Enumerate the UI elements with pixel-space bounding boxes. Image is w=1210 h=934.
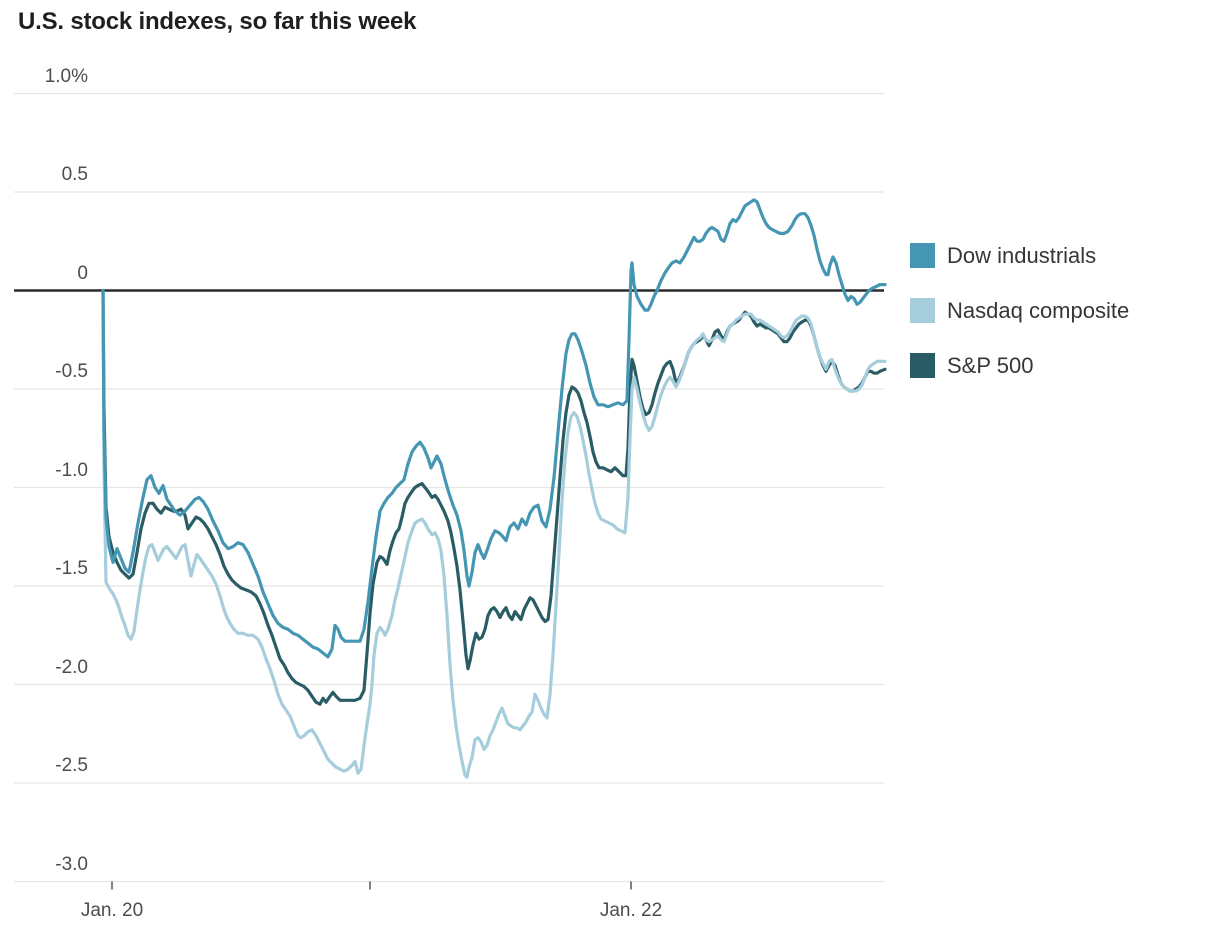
- chart-title: U.S. stock indexes, so far this week: [18, 8, 417, 35]
- y-axis-label: -0.5: [55, 361, 88, 382]
- legend-item-sp500: S&P 500: [910, 353, 1129, 378]
- legend-item-dow: Dow industrials: [910, 243, 1129, 268]
- y-axis-label: -2.5: [55, 755, 88, 776]
- y-axis-label: -1.5: [55, 558, 88, 579]
- series-line-s-p-500: [101, 288, 887, 706]
- legend-label-nasdaq: Nasdaq composite: [947, 297, 1130, 323]
- y-axis-label: -2.0: [55, 656, 88, 678]
- legend-label-sp500: S&P 500: [947, 352, 1034, 378]
- x-axis-label: Jan. 22: [599, 899, 663, 921]
- y-axis-label: 0: [77, 262, 88, 284]
- y-axis-label: 0.5: [61, 164, 88, 185]
- legend-item-nasdaq: Nasdaq composite: [910, 298, 1129, 323]
- y-axis-label: -3.0: [55, 853, 88, 875]
- sp500-legend-swatch-icon: [910, 353, 935, 378]
- y-axis-label: -1.0: [55, 459, 88, 481]
- legend-label-dow: Dow industrials: [947, 242, 1097, 268]
- series-line-nasdaq-composite: [101, 288, 887, 779]
- legend: Dow industrials Nasdaq composite S&P 500: [910, 243, 1129, 378]
- x-axis-label: Jan. 20: [80, 899, 144, 921]
- y-axis-label: 1.0%: [44, 65, 88, 87]
- nasdaq-legend-swatch-icon: [910, 298, 935, 323]
- series-line-dow-industrials: [101, 198, 887, 659]
- dow-legend-swatch-icon: [910, 243, 935, 268]
